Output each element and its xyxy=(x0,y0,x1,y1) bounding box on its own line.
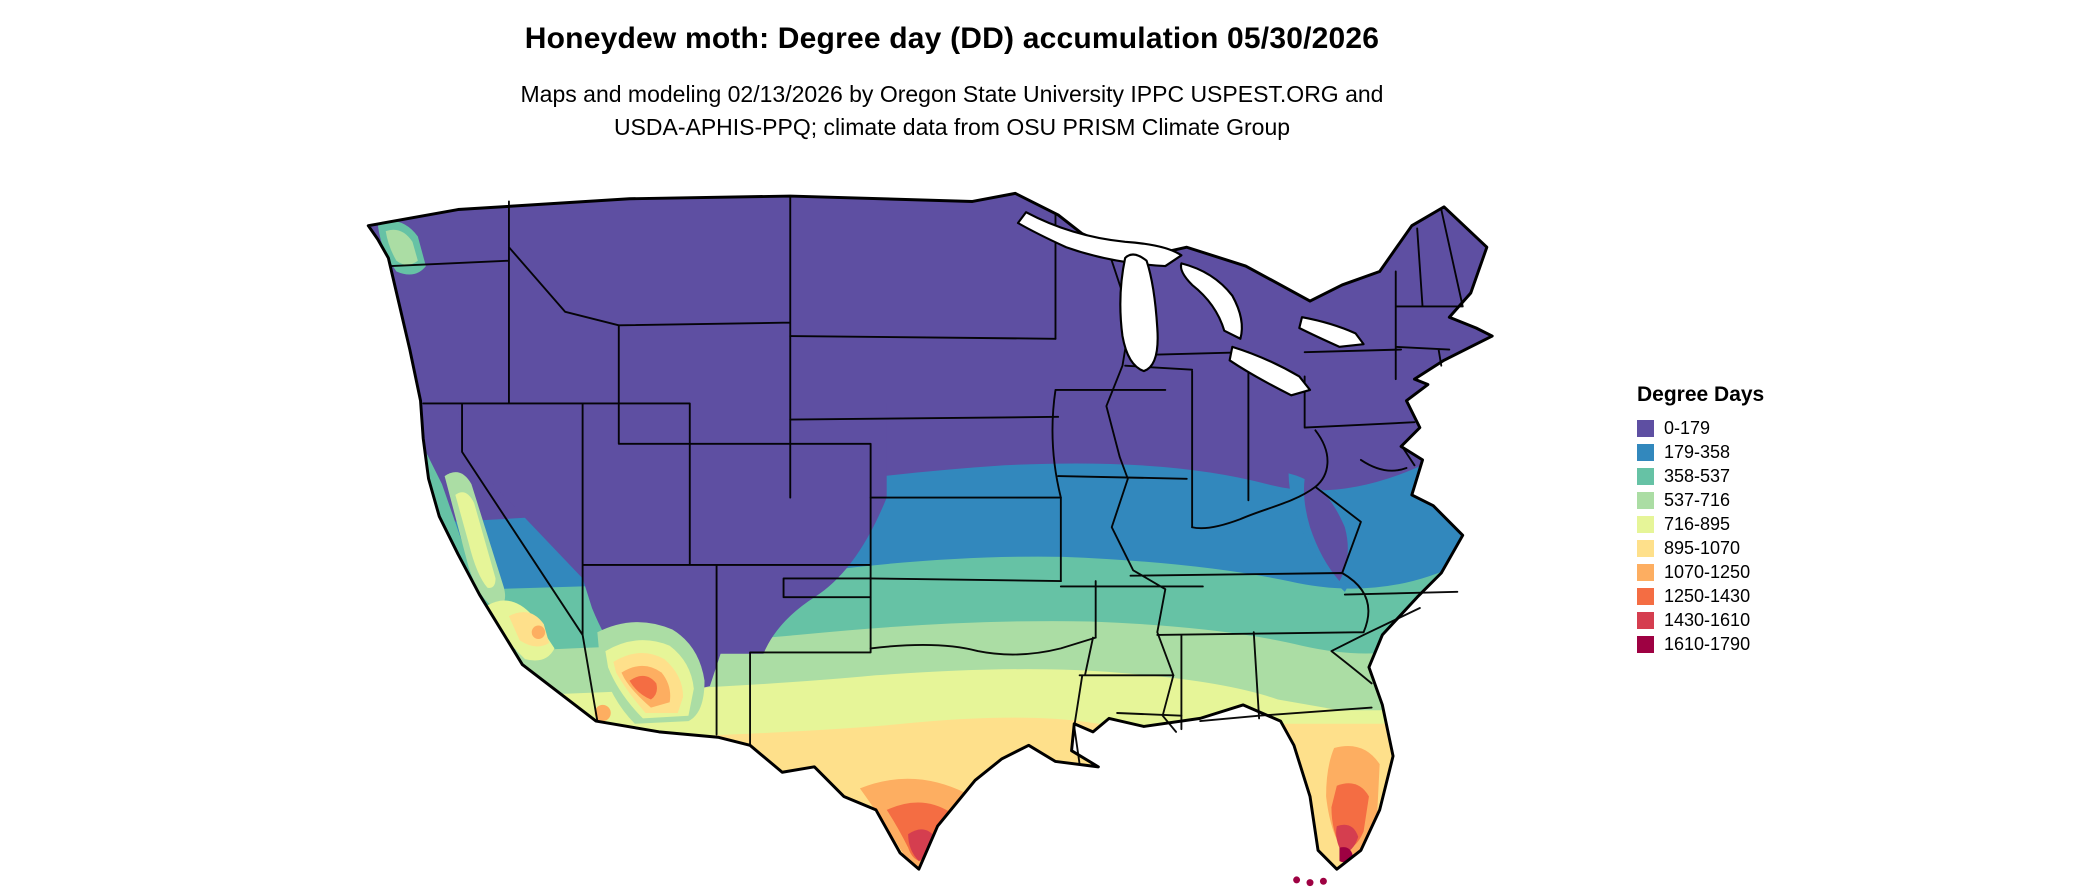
legend-label: 358-537 xyxy=(1664,466,1731,486)
legend-swatch xyxy=(1637,515,1654,533)
subtitle-line-1: Maps and modeling 02/13/2026 by Oregon S… xyxy=(520,81,1384,107)
us-outline xyxy=(366,191,1494,871)
page-title: Honeydew moth: Degree day (DD) accumulat… xyxy=(524,22,1380,55)
keys-dot xyxy=(1319,877,1327,885)
legend-label: 179-358 xyxy=(1664,442,1731,462)
lake-erie xyxy=(1228,345,1312,397)
legend-label: 1070-1250 xyxy=(1664,562,1751,582)
great-lakes xyxy=(1016,211,1365,397)
legend-swatch xyxy=(1637,587,1654,605)
legend-label: 537-716 xyxy=(1664,490,1731,510)
state-borders xyxy=(390,195,1464,766)
yuma-hot-spot xyxy=(594,704,611,722)
legend-title: Degree Days xyxy=(1637,383,1765,406)
lake-huron xyxy=(1179,262,1243,340)
florida-1430-1610 xyxy=(1336,824,1359,853)
us-degree-day-map xyxy=(308,188,1594,888)
keys-dot xyxy=(1293,876,1301,884)
legend-label: 1250-1430 xyxy=(1664,586,1751,606)
west-washington-inner-patch xyxy=(385,229,418,265)
appalachian-cool-streak xyxy=(1303,478,1348,582)
legend-label: 716-895 xyxy=(1664,514,1731,534)
legend-label: 895-1070 xyxy=(1664,538,1741,558)
legend-item: 895-1070 xyxy=(1637,536,1857,560)
us-map-svg xyxy=(366,191,1494,887)
socal-hot-spot xyxy=(531,625,546,639)
legend-swatch xyxy=(1637,539,1654,557)
legend-swatch xyxy=(1637,443,1654,461)
title-block: Honeydew moth: Degree day (DD) accumulat… xyxy=(0,22,1904,144)
south-texas-1430-1610 xyxy=(908,829,935,862)
legend-item: 1070-1250 xyxy=(1637,560,1857,584)
legend-label: 1610-1790 xyxy=(1664,634,1751,654)
central-valley-inner-patch xyxy=(455,492,496,588)
lake-superior xyxy=(1016,211,1183,268)
subtitle-line-2: USDA-APHIS-PPQ; climate data from OSU PR… xyxy=(613,114,1291,140)
lake-michigan xyxy=(1119,253,1159,373)
keys-dot xyxy=(1306,879,1314,887)
rockies-cool-region xyxy=(458,403,887,690)
arizona-desert-1250-1430 xyxy=(629,675,657,700)
legend-swatch xyxy=(1637,611,1654,629)
legend-label: 0-179 xyxy=(1664,418,1711,438)
raster-fills xyxy=(368,193,1493,870)
legend-item: 1430-1610 xyxy=(1637,608,1857,632)
legend-item: 1610-1790 xyxy=(1637,632,1857,656)
florida-keys xyxy=(1293,876,1327,887)
california-coast-strip xyxy=(420,451,517,665)
legend-item: 537-716 xyxy=(1637,488,1857,512)
legend-item: 179-358 xyxy=(1637,440,1857,464)
legend-swatch xyxy=(1637,467,1654,485)
legend-swatch xyxy=(1637,563,1654,581)
lake-ontario xyxy=(1298,316,1365,348)
legend-swatch xyxy=(1637,635,1654,653)
legend-item: 0-179 xyxy=(1637,416,1857,440)
legend: Degree Days 0-179 179-358 358-537 537-71… xyxy=(1637,383,1857,656)
legend-item: 358-537 xyxy=(1637,464,1857,488)
legend-swatch xyxy=(1637,491,1654,509)
legend-swatch xyxy=(1637,419,1654,437)
legend-label: 1430-1610 xyxy=(1664,610,1751,630)
page-subtitle: Maps and modeling 02/13/2026 by Oregon S… xyxy=(0,78,1904,144)
legend-item: 1250-1430 xyxy=(1637,584,1857,608)
legend-item: 716-895 xyxy=(1637,512,1857,536)
